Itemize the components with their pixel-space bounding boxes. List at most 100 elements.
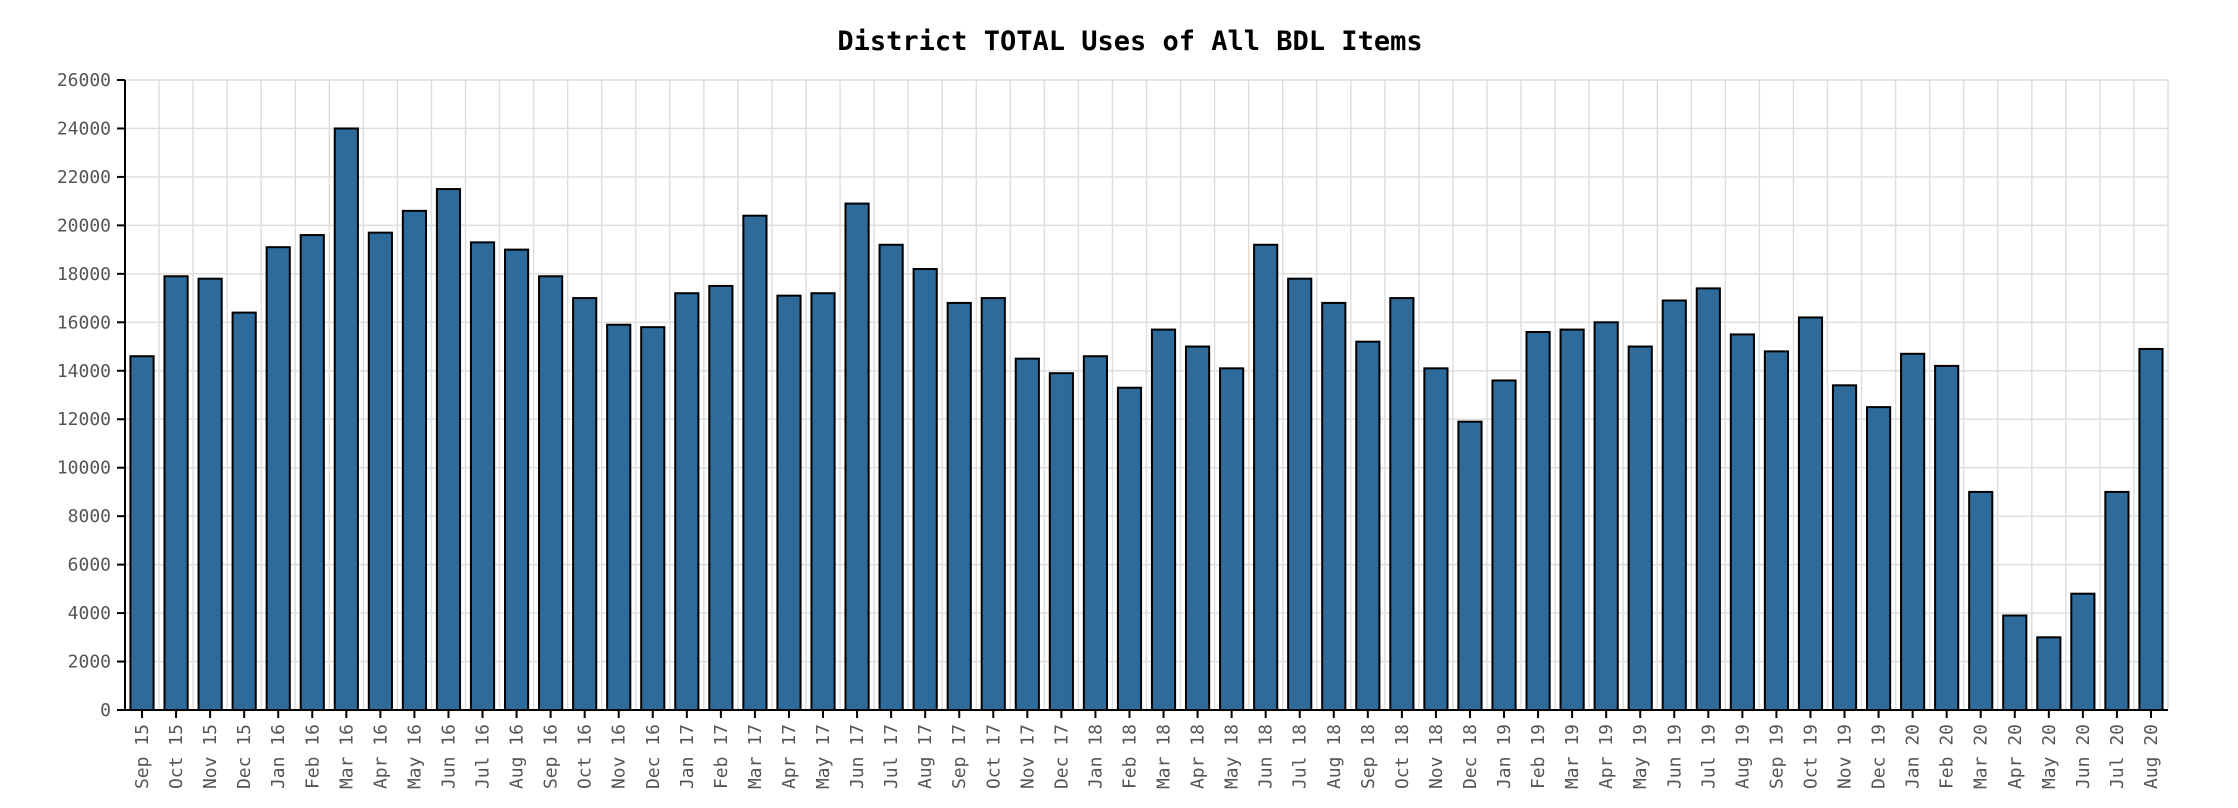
bar-mar-20: [1968, 490, 1994, 711]
x-tick-label: Nov 17: [1017, 724, 1038, 789]
bar-mar-16: [333, 127, 359, 711]
x-tick-label: Jul 19: [1698, 724, 1719, 789]
bar-nov-16: [606, 323, 632, 711]
x-tick-label: Aug 17: [915, 724, 936, 789]
x-tick-label: Jun 18: [1256, 724, 1277, 789]
bar-jul-20: [2104, 490, 2130, 711]
x-tick-label: Feb 19: [1528, 724, 1549, 789]
x-tick-label: Dec 18: [1460, 724, 1481, 789]
x-tick-label: Apr 17: [779, 724, 800, 789]
bar-aug-20: [2138, 347, 2164, 711]
bar-sep-15: [129, 355, 155, 711]
bar-jan-16: [265, 246, 291, 711]
x-tick-label: Feb 17: [711, 724, 732, 789]
x-tick-label: Dec 19: [1869, 724, 1890, 789]
y-tick-label: 8000: [68, 506, 111, 527]
x-tick-label: Aug 18: [1324, 724, 1345, 789]
x-tick-label: Feb 20: [1937, 724, 1958, 789]
x-tick-label: May 18: [1222, 724, 1243, 789]
bar-feb-17: [708, 284, 734, 711]
bar-nov-18: [1423, 367, 1449, 711]
x-tick-label: Jul 20: [2107, 724, 2128, 789]
bar-jun-16: [435, 188, 462, 712]
bar-nov-17: [1014, 357, 1040, 711]
bar-apr-17: [776, 294, 802, 711]
y-tick-label: 22000: [57, 167, 111, 188]
x-tick-label: Aug 20: [2141, 724, 2162, 789]
x-tick-label: May 16: [404, 724, 425, 789]
bar-dec-16: [640, 326, 666, 711]
x-tick-label: Mar 17: [745, 724, 766, 789]
x-tick-label: Nov 18: [1426, 724, 1447, 789]
x-tick-label: Aug 16: [507, 724, 528, 789]
x-tick-label: Oct 17: [983, 724, 1004, 789]
x-tick-label: Sep 18: [1358, 724, 1379, 789]
x-axis-ticks: Sep 15 Oct 15 Nov 15 Dec 15 Jan 16 Feb 16 Mar …: [132, 710, 2162, 789]
bar-may-18: [1219, 367, 1245, 711]
bar-sep-17: [946, 301, 972, 711]
bar-dec-18: [1457, 420, 1483, 711]
x-tick-label: Jun 16: [438, 724, 459, 789]
x-tick-label: Mar 16: [336, 724, 357, 789]
x-tick-label: Apr 20: [2005, 724, 2026, 789]
bar-may-20: [2036, 636, 2062, 711]
bar-aug-19: [1729, 333, 1755, 711]
bar-apr-19: [1593, 321, 1619, 711]
y-tick-label: 4000: [68, 603, 111, 624]
x-tick-label: Oct 19: [1800, 724, 1821, 789]
bar-jan-19: [1491, 379, 1517, 711]
bar-feb-20: [1934, 364, 1960, 711]
bar-dec-15: [231, 311, 257, 711]
bar-feb-16: [299, 234, 325, 711]
bar-apr-16: [367, 231, 393, 711]
x-tick-label: Nov 19: [1835, 724, 1856, 789]
x-tick-label: Jul 18: [1290, 724, 1311, 789]
x-tick-label: Oct 18: [1392, 724, 1413, 789]
y-tick-label: 14000: [57, 361, 111, 382]
y-tick-label: 2000: [68, 652, 111, 673]
x-tick-label: Jul 17: [881, 724, 902, 789]
bar-jul-19: [1695, 287, 1721, 711]
bar-oct-18: [1389, 297, 1415, 711]
bar-aug-16: [503, 248, 530, 711]
bar-jan-18: [1082, 355, 1109, 711]
x-tick-label: Jun 17: [847, 724, 868, 789]
y-tick-label: 24000: [57, 118, 111, 139]
bar-may-17: [810, 292, 836, 711]
bar-jan-17: [674, 292, 700, 711]
bar-jul-16: [469, 241, 496, 711]
bar-sep-18: [1355, 340, 1381, 711]
bar-jun-20: [2070, 592, 2096, 712]
bar-nov-15: [197, 277, 223, 711]
x-tick-label: Mar 20: [1971, 724, 1992, 789]
y-axis-ticks: 0 2000 4000 6000 8000 10000 12000 14000 16000 180…: [57, 70, 125, 721]
bar-nov-19: [1831, 384, 1858, 711]
bar-sep-16: [538, 275, 564, 711]
bar-dec-17: [1048, 372, 1074, 711]
bar-jul-17: [878, 243, 904, 711]
x-tick-label: Jun 20: [2073, 724, 2094, 789]
bar-oct-17: [980, 297, 1006, 711]
bar-feb-19: [1525, 331, 1551, 711]
x-tick-label: Jan 18: [1085, 724, 1106, 789]
x-tick-label: Jan 20: [1903, 724, 1924, 789]
x-tick-label: Oct 16: [575, 724, 596, 789]
grid: [124, 79, 2169, 711]
x-tick-label: Apr 19: [1596, 724, 1617, 789]
x-tick-label: May 20: [2039, 724, 2060, 789]
x-tick-label: Jan 17: [677, 724, 698, 789]
bar-aug-18: [1321, 301, 1347, 711]
x-tick-label: Jul 16: [473, 724, 494, 789]
x-tick-label: Apr 18: [1188, 724, 1209, 789]
x-tick-label: Aug 19: [1732, 724, 1753, 789]
bar-may-19: [1627, 345, 1653, 711]
x-tick-label: Dec 15: [234, 724, 255, 789]
bar-apr-18: [1184, 345, 1211, 711]
bar-oct-15: [163, 275, 189, 711]
y-tick-label: 6000: [68, 555, 111, 576]
y-tick-label: 18000: [57, 264, 111, 285]
bar-may-16: [401, 209, 428, 711]
x-tick-label: Feb 18: [1119, 724, 1140, 789]
y-tick-label: 20000: [57, 215, 111, 236]
